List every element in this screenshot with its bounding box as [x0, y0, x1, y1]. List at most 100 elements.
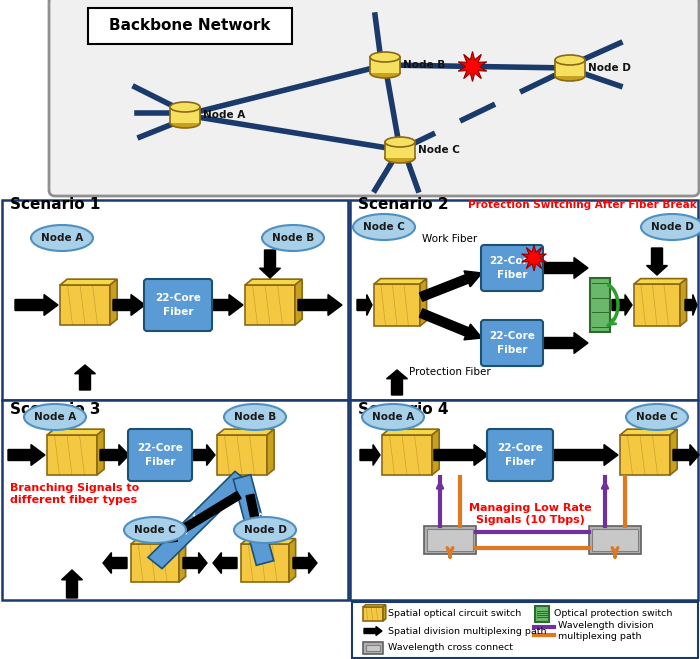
Text: Node D: Node D	[244, 525, 286, 535]
Polygon shape	[634, 284, 680, 326]
Ellipse shape	[370, 68, 400, 78]
Polygon shape	[233, 474, 274, 565]
Bar	[350, 200, 698, 400]
Ellipse shape	[170, 102, 200, 112]
Polygon shape	[217, 435, 267, 475]
FancyArrow shape	[552, 445, 618, 465]
Polygon shape	[131, 538, 186, 544]
FancyArrow shape	[213, 552, 237, 573]
FancyArrow shape	[103, 552, 127, 573]
Polygon shape	[374, 284, 420, 326]
Bar	[352, 602, 698, 658]
FancyArrow shape	[8, 445, 45, 465]
Polygon shape	[370, 57, 400, 73]
Polygon shape	[289, 538, 295, 582]
FancyArrow shape	[113, 295, 145, 316]
Ellipse shape	[362, 404, 424, 430]
Text: Fiber: Fiber	[497, 345, 527, 355]
Text: Node D: Node D	[588, 63, 631, 73]
Polygon shape	[47, 429, 104, 435]
Text: 22-Core: 22-Core	[489, 331, 535, 341]
Ellipse shape	[224, 404, 286, 430]
Text: Wavelength division
multiplexing path: Wavelength division multiplexing path	[558, 621, 654, 641]
Polygon shape	[241, 538, 295, 544]
FancyArrow shape	[74, 365, 95, 390]
Polygon shape	[245, 279, 302, 285]
FancyArrow shape	[419, 271, 482, 301]
Polygon shape	[131, 544, 179, 582]
Text: Node C: Node C	[134, 525, 176, 535]
Polygon shape	[634, 279, 687, 284]
Text: Node C: Node C	[363, 222, 405, 232]
Text: Spatial division multiplexing path: Spatial division multiplexing path	[388, 627, 547, 635]
Polygon shape	[170, 107, 200, 123]
Polygon shape	[363, 605, 386, 607]
FancyArrow shape	[647, 248, 668, 275]
Polygon shape	[179, 538, 186, 582]
Text: Managing Low Rate
Signals (10 Tbps): Managing Low Rate Signals (10 Tbps)	[469, 503, 592, 525]
FancyArrow shape	[360, 445, 380, 465]
Polygon shape	[620, 429, 677, 435]
Polygon shape	[363, 607, 383, 621]
Bar	[2, 200, 348, 400]
Ellipse shape	[234, 517, 296, 543]
Polygon shape	[148, 471, 249, 569]
Polygon shape	[97, 429, 104, 475]
FancyBboxPatch shape	[144, 279, 212, 331]
Ellipse shape	[170, 118, 200, 128]
Bar	[2, 400, 348, 600]
Polygon shape	[589, 526, 641, 554]
FancyArrow shape	[357, 295, 372, 316]
Text: Fiber: Fiber	[145, 457, 175, 467]
Text: Node C: Node C	[636, 412, 678, 422]
FancyArrow shape	[62, 570, 83, 598]
Ellipse shape	[262, 225, 324, 251]
Text: Protection Switching After Fiber Break: Protection Switching After Fiber Break	[468, 200, 697, 210]
Text: Optical protection switch: Optical protection switch	[554, 610, 673, 619]
Polygon shape	[680, 279, 687, 326]
Text: 3-mode
Fiber: 3-mode Fiber	[169, 500, 204, 540]
Polygon shape	[60, 279, 117, 285]
Text: Node B: Node B	[234, 412, 276, 422]
Polygon shape	[47, 435, 97, 475]
Text: Fiber: Fiber	[162, 307, 193, 317]
FancyBboxPatch shape	[487, 429, 553, 481]
Polygon shape	[363, 642, 383, 654]
Polygon shape	[241, 544, 289, 582]
FancyArrow shape	[246, 494, 264, 543]
Ellipse shape	[370, 52, 400, 62]
FancyArrow shape	[673, 445, 699, 465]
Text: Node A: Node A	[372, 412, 414, 422]
Polygon shape	[382, 429, 439, 435]
Polygon shape	[670, 429, 677, 475]
FancyArrow shape	[685, 295, 697, 316]
FancyArrow shape	[15, 295, 58, 316]
FancyArrow shape	[542, 333, 588, 353]
Polygon shape	[217, 429, 274, 435]
Ellipse shape	[24, 404, 86, 430]
Text: 22-Core: 22-Core	[497, 443, 543, 453]
Text: Node D: Node D	[650, 222, 694, 232]
Text: 7-Core
Fiber: 7-Core Fiber	[250, 501, 285, 538]
FancyArrow shape	[386, 370, 407, 395]
Text: 22-Core: 22-Core	[489, 256, 535, 266]
Text: Node C: Node C	[418, 145, 460, 155]
Text: 22-Core: 22-Core	[155, 293, 201, 303]
Polygon shape	[385, 142, 415, 158]
Polygon shape	[295, 279, 302, 325]
FancyArrow shape	[191, 445, 215, 465]
FancyBboxPatch shape	[481, 320, 543, 366]
FancyArrow shape	[298, 295, 342, 316]
Ellipse shape	[124, 517, 186, 543]
Polygon shape	[245, 285, 295, 325]
FancyArrow shape	[100, 445, 129, 465]
Text: Node B: Node B	[403, 60, 445, 70]
Polygon shape	[590, 278, 610, 332]
Text: Node A: Node A	[41, 233, 83, 243]
Polygon shape	[458, 51, 486, 82]
Text: Fiber: Fiber	[497, 270, 527, 280]
Bar	[350, 400, 698, 600]
Text: Scenario 1: Scenario 1	[10, 197, 100, 212]
FancyBboxPatch shape	[481, 245, 543, 291]
FancyBboxPatch shape	[88, 8, 292, 44]
